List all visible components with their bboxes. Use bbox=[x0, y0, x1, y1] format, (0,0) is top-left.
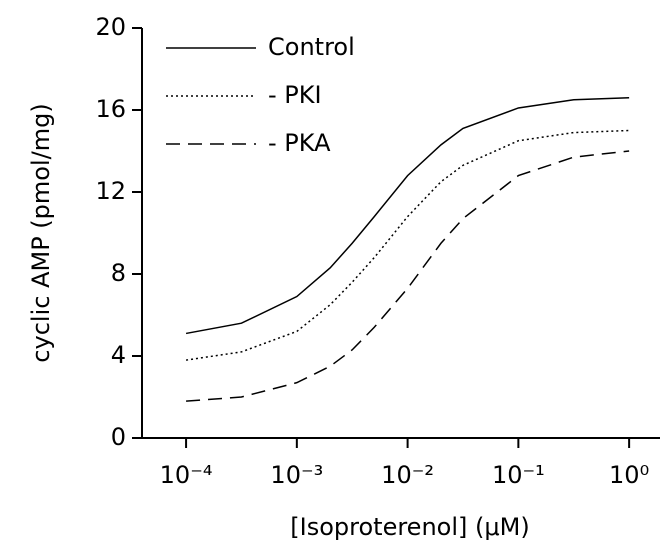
y-tick-label: 0 bbox=[111, 423, 126, 451]
y-tick-label: 8 bbox=[111, 259, 126, 287]
y-tick-label: 20 bbox=[95, 13, 126, 41]
series-line bbox=[186, 150, 630, 402]
x-tick-label: 10⁻² bbox=[381, 461, 434, 489]
legend-label: Control bbox=[268, 33, 355, 61]
series-line bbox=[185, 129, 630, 361]
x-axis-label: [Isoproterenol] (μM) bbox=[290, 513, 529, 541]
legend-label: - PKI bbox=[268, 81, 322, 109]
y-tick-label: 12 bbox=[95, 177, 126, 205]
series-line bbox=[185, 96, 630, 335]
x-tick-label: 10⁻⁴ bbox=[160, 461, 213, 489]
legend-label: - PKA bbox=[268, 129, 331, 157]
x-tick-label: 10⁰ bbox=[609, 461, 649, 489]
y-tick-label: 4 bbox=[111, 341, 126, 369]
x-tick-label: 10⁻³ bbox=[270, 461, 323, 489]
y-axis-label: cyclic AMP (pmol/mg) bbox=[27, 103, 55, 362]
y-tick-label: 16 bbox=[95, 95, 126, 123]
x-tick-label: 10⁻¹ bbox=[492, 461, 545, 489]
